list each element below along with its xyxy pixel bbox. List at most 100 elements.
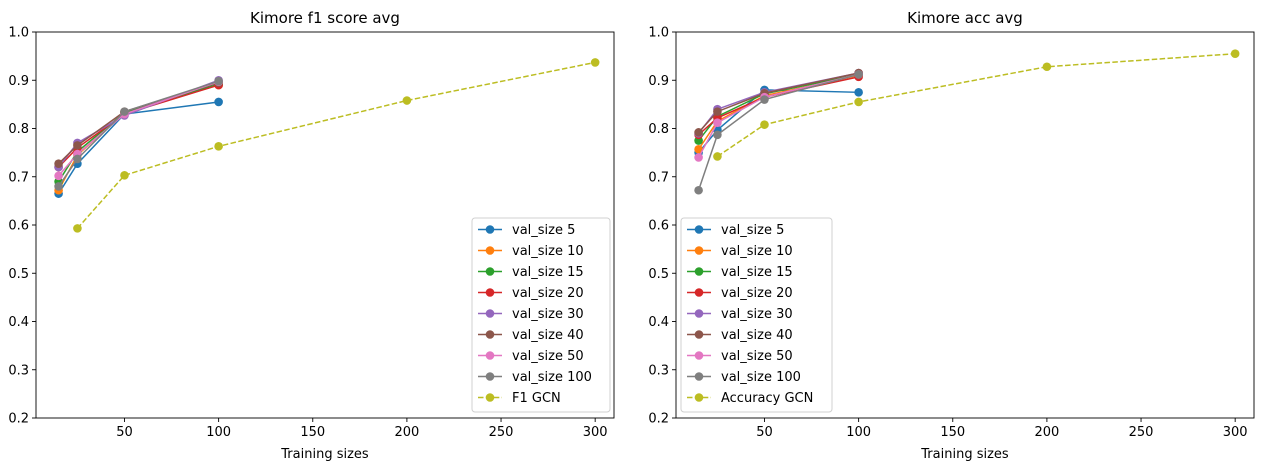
x-tick-label: 250 — [489, 425, 514, 440]
x-tick-label: 200 — [394, 425, 419, 440]
series-val_size-10 — [54, 80, 223, 195]
chart-accuracy: Kimore acc avg 50 100 150 200 250 300 0.2 0.3 0.4… — [648, 9, 1255, 462]
x-tick-label: 150 — [940, 425, 965, 440]
legend-entry: val_size 50 — [478, 349, 584, 364]
data-point — [854, 88, 863, 97]
legend-entry: Accuracy GCN — [687, 391, 813, 406]
data-point — [1230, 49, 1240, 59]
data-point — [590, 58, 600, 67]
y-tick-label: 0.8 — [8, 122, 29, 137]
data-point — [214, 76, 223, 86]
y-tick-label: 0.7 — [8, 170, 29, 185]
legend-entry: val_size 5 — [478, 223, 575, 238]
legend-entry: val_size 20 — [687, 286, 793, 301]
y-tick-label: 1.0 — [8, 26, 29, 41]
legend-entry: val_size 15 — [687, 265, 793, 280]
legend-label: val_size 50 — [512, 349, 584, 364]
series-line — [57, 80, 219, 187]
legend-marker — [485, 393, 495, 402]
legend-label: val_size 15 — [512, 265, 584, 280]
legend-marker — [694, 246, 704, 255]
data-point — [73, 154, 82, 164]
data-point — [694, 128, 703, 137]
y-tick-label: 0.8 — [648, 122, 669, 137]
legend-label: val_size 20 — [721, 286, 793, 301]
y-tick-label: 1.0 — [648, 26, 669, 41]
data-point — [713, 107, 722, 116]
series-line — [716, 52, 1236, 158]
y-tick-label: 0.3 — [648, 363, 669, 378]
y-tick-label: 0.9 — [648, 74, 669, 89]
y-tick-label: 0.5 — [648, 267, 669, 282]
legend-entry: val_size 30 — [478, 307, 584, 322]
series-line — [58, 84, 219, 168]
legend-marker — [694, 330, 704, 339]
legend-box — [680, 217, 833, 413]
legend-label: val_size 40 — [721, 328, 793, 343]
legend-entry: val_size 15 — [478, 265, 584, 280]
legend-label: val_size 15 — [721, 265, 793, 280]
legend-entry: val_size 100 — [687, 370, 801, 385]
data-point — [694, 144, 703, 154]
data-point — [120, 107, 129, 116]
series-line — [57, 101, 219, 195]
legend-label: val_size 10 — [721, 244, 793, 259]
series-f1-gcn — [73, 58, 600, 233]
legend-label: val_size 100 — [721, 370, 801, 385]
data-point — [760, 120, 769, 129]
y-tick-label: 0.6 — [8, 219, 29, 234]
x-tick-label: 100 — [206, 425, 231, 440]
legend-label: val_size 40 — [512, 328, 584, 343]
y-tick-label: 0.4 — [648, 315, 669, 330]
data-point — [214, 97, 223, 107]
x-tick-label: 150 — [300, 425, 325, 440]
x-tick-label: 300 — [583, 425, 608, 440]
data-point — [713, 130, 722, 140]
legend-label: val_size 100 — [512, 370, 592, 385]
data-point — [854, 70, 863, 79]
data-point — [54, 171, 63, 181]
legend-marker — [485, 225, 495, 234]
x-tick-label: 50 — [116, 425, 133, 440]
legend-marker — [694, 372, 704, 381]
legend-marker — [485, 309, 495, 318]
data-point — [214, 142, 223, 151]
legend: val_size 5 val_size 10 val_size 15 val_size… — [471, 217, 611, 413]
series-accuracy-gcn — [713, 49, 1240, 161]
series-line — [697, 74, 859, 150]
series-line — [698, 72, 859, 133]
series-line — [697, 73, 859, 191]
x-tick-label: 100 — [846, 425, 871, 440]
legend-entry: F1 GCN — [478, 391, 561, 406]
series-line — [58, 80, 219, 177]
series-line — [697, 73, 859, 158]
legend-entry: val_size 20 — [478, 286, 584, 301]
legend-entry: val_size 5 — [687, 223, 784, 238]
legend-entry: val_size 10 — [687, 244, 793, 259]
data-point — [760, 95, 769, 104]
chart-title: Kimore acc avg — [907, 9, 1023, 27]
x-axis-label: Training sizes — [280, 447, 369, 462]
legend-entry: val_size 40 — [478, 328, 584, 343]
series-val_size-100 — [54, 76, 223, 191]
data-point — [73, 141, 82, 150]
y-tick-label: 0.9 — [8, 74, 29, 89]
y-tick-label: 0.2 — [648, 412, 669, 427]
legend-entry: val_size 100 — [478, 370, 592, 385]
series-val_size-100 — [694, 70, 863, 195]
legend-entry: val_size 50 — [687, 349, 793, 364]
series-line — [698, 73, 859, 142]
legend-entry: val_size 40 — [687, 328, 793, 343]
data-point — [120, 171, 129, 180]
chart-title: Kimore f1 score avg — [250, 9, 400, 27]
legend-marker — [485, 351, 495, 360]
legend-label: val_size 30 — [512, 307, 584, 322]
data-point — [54, 182, 63, 191]
legend-marker — [485, 330, 495, 339]
y-tick-label: 0.5 — [8, 267, 29, 282]
legend-label: val_size 5 — [721, 223, 784, 238]
legend-label: val_size 5 — [512, 223, 575, 238]
data-point — [54, 159, 63, 169]
data-point — [713, 118, 722, 128]
x-tick-label: 50 — [756, 425, 773, 440]
